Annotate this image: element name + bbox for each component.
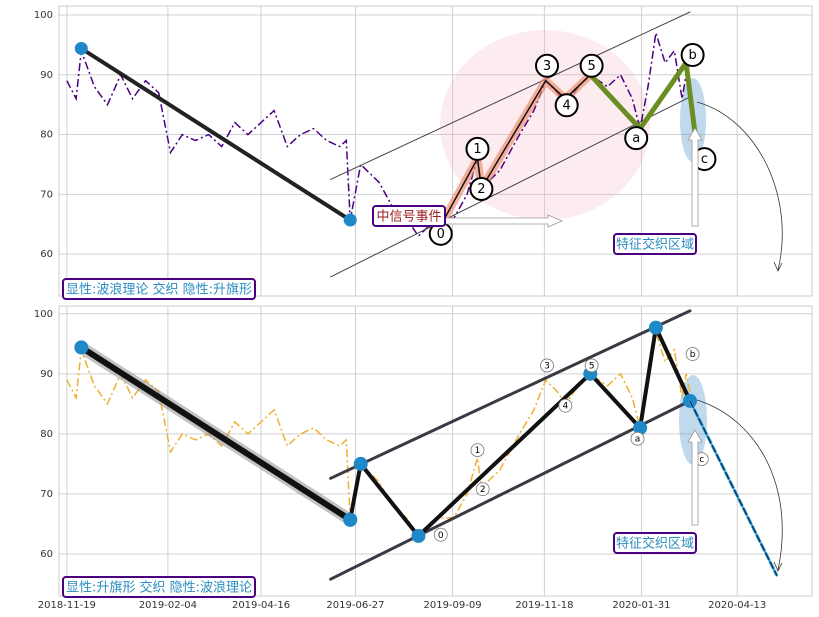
vertex-dot <box>74 340 89 355</box>
wave-label: b <box>690 350 696 360</box>
overlay-line <box>79 46 353 223</box>
overlay-line <box>689 400 778 576</box>
vertex-dot <box>353 456 368 471</box>
curved-arrow <box>696 101 783 271</box>
annotation-box <box>613 532 697 554</box>
wave-label: 1 <box>473 142 481 157</box>
wave-label-circle <box>465 136 490 161</box>
y-tick-label: 100 <box>34 309 53 320</box>
wave-label: c <box>701 152 708 167</box>
vertex-dot <box>633 420 648 435</box>
wave-label: 4 <box>563 98 571 113</box>
x-tick-label: 2019-09-09 <box>423 600 481 611</box>
wave-label-circle <box>540 358 554 373</box>
x-tick-label: 2019-04-16 <box>232 600 290 611</box>
wave-label-circle <box>685 347 700 361</box>
annotation: 显性:升旗形 交织 隐性:波浪理论 <box>66 580 252 596</box>
annotation: 显性:波浪理论 交织 隐性:升旗形 <box>66 282 252 298</box>
y-tick-label: 90 <box>40 70 53 81</box>
y-tick-label: 80 <box>40 429 53 440</box>
wave-label-circle <box>579 53 604 78</box>
wave-label: 4 <box>563 402 569 412</box>
wave-label: 3 <box>544 361 550 371</box>
overlay-line <box>329 309 692 480</box>
wave-label-circle <box>558 398 573 413</box>
y-tick-label: 60 <box>40 549 53 560</box>
wave-label-circle <box>630 431 645 446</box>
wave-label: 3 <box>543 59 551 74</box>
annotation-box <box>372 205 446 227</box>
y-tick-label: 70 <box>40 189 53 200</box>
wave-label: 0 <box>437 227 445 242</box>
arrow <box>444 214 564 228</box>
annotation-box <box>62 576 256 598</box>
overlay-line <box>78 344 354 523</box>
arrow <box>687 127 703 227</box>
x-tick-label: 2019-02-04 <box>139 600 197 611</box>
vertex-dot <box>648 320 663 335</box>
wave-label: 2 <box>477 182 485 197</box>
wave-label: a <box>635 435 641 445</box>
wave-label: 5 <box>587 59 595 74</box>
annotation-box <box>62 278 256 300</box>
overlay-line <box>330 11 691 180</box>
arrow-head <box>773 261 783 272</box>
wave-label: 0 <box>438 531 444 541</box>
x-tick-label: 2018-11-19 <box>38 600 96 611</box>
vertex-dot <box>343 512 358 527</box>
vertex-dot <box>343 213 357 227</box>
wave-label-circle <box>475 482 490 497</box>
wave-label-circle <box>554 93 579 118</box>
price-line <box>66 32 694 238</box>
wave-label-circle <box>535 53 560 78</box>
vertex-dot <box>74 41 88 55</box>
wave-label: 1 <box>475 446 481 456</box>
y-tick-label: 80 <box>40 130 53 141</box>
annotation: 中信号事件 <box>376 210 441 225</box>
y-tick-label: 70 <box>40 489 53 500</box>
x-tick-label: 2019-11-18 <box>515 600 573 611</box>
overlay-line <box>587 60 698 138</box>
x-tick-label: 2020-01-31 <box>612 600 670 611</box>
wave-label: 5 <box>589 361 595 371</box>
annotation: 特征交织区域 <box>616 536 694 552</box>
wave-label: a <box>632 131 640 146</box>
wave-label-circle <box>469 176 494 201</box>
wave-label-circle <box>584 358 599 373</box>
wave-label-circle <box>433 527 448 542</box>
arrow-head <box>773 561 783 572</box>
overlay-line <box>330 96 691 278</box>
x-tick-label: 2020-04-13 <box>708 600 766 611</box>
y-tick-label: 90 <box>40 369 53 380</box>
wave-label-circle <box>624 126 649 151</box>
annotation: 特征交织区域 <box>616 237 694 253</box>
annotation-box <box>613 233 697 255</box>
wave-label-circle <box>680 43 705 68</box>
overlay-line <box>329 399 692 581</box>
wave-label: c <box>699 455 704 465</box>
curved-arrow <box>696 399 783 571</box>
wave-label: 2 <box>480 485 486 495</box>
y-tick-label: 60 <box>40 249 53 260</box>
wave-label-circle <box>470 443 485 457</box>
y-tick-label: 100 <box>34 10 53 21</box>
vertex-dot <box>411 528 426 543</box>
x-tick-label: 2019-06-27 <box>326 600 384 611</box>
arrow <box>687 429 703 526</box>
wave-label: b <box>688 48 696 63</box>
